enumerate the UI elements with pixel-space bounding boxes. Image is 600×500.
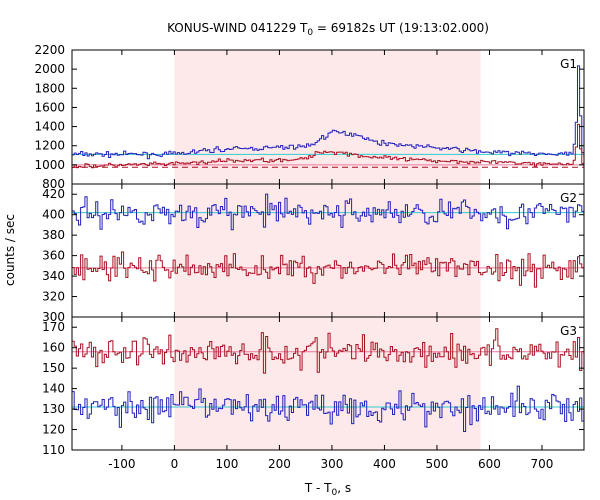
y-tick-label: 320	[42, 290, 65, 304]
x-axis-label: T - T0, s	[304, 481, 351, 498]
panel-frame	[71, 316, 585, 451]
x-tick-label: 400	[373, 457, 396, 471]
shaded-interval	[174, 317, 481, 450]
y-tick-label: 1400	[34, 120, 65, 134]
y-tick-label: 400	[42, 208, 65, 222]
y-tick-label: 800	[42, 177, 65, 191]
y-tick-label: 2200	[34, 43, 65, 57]
y-axis-label: counts / sec	[3, 214, 17, 286]
panel-g1: 800 1000 1200 1400 1600 1800 2000 2200 G1	[34, 43, 585, 191]
y-tick-label: 160	[42, 341, 65, 355]
y-tick-label: 300	[42, 310, 65, 324]
y-tick-label: 150	[42, 361, 65, 375]
y-tick-label: 120	[42, 423, 65, 437]
panel-label: G2	[560, 191, 577, 205]
y-tick-label: 130	[42, 402, 65, 416]
shaded-interval	[174, 184, 481, 317]
x-tick-label: 0	[171, 457, 179, 471]
x-tick-label: 100	[215, 457, 238, 471]
series-blue	[72, 65, 584, 160]
panel-g3: 110 120 130 140 150 160 170 -100 0 100 200 300 400 50…	[42, 316, 585, 471]
shaded-interval	[174, 50, 481, 184]
series-red	[72, 328, 584, 374]
y-tick-label: 170	[42, 320, 65, 334]
panel-g2: 300 320 340 360 380 400 420 G2	[42, 183, 585, 324]
y-tick-label: 1000	[34, 158, 65, 172]
x-tick-label: 700	[531, 457, 554, 471]
y-tick-label: 110	[42, 443, 65, 457]
x-tick-label: 600	[478, 457, 501, 471]
y-tick-label: 140	[42, 382, 65, 396]
panel-label: G3	[560, 324, 577, 338]
y-tick-label: 1600	[34, 100, 65, 114]
series-red	[72, 123, 584, 169]
y-tick-label: 420	[42, 187, 65, 201]
series-blue	[72, 193, 584, 231]
series-red	[72, 251, 584, 288]
y-tick-label: 360	[42, 249, 65, 263]
x-tick-label: 300	[320, 457, 343, 471]
series-blue	[72, 385, 584, 432]
y-tick-label: 340	[42, 269, 65, 283]
x-tick-label: -100	[108, 457, 135, 471]
panel-label: G1	[560, 57, 577, 71]
y-tick-label: 1200	[34, 139, 65, 153]
figure-title: KONUS-WIND 041229 T0 = 69182s UT (19:13:…	[167, 21, 489, 38]
y-tick-label: 380	[42, 228, 65, 242]
x-tick-label: 200	[268, 457, 291, 471]
x-tick-label: 500	[426, 457, 449, 471]
y-tick-label: 2000	[34, 62, 65, 76]
y-tick-label: 1800	[34, 81, 65, 95]
